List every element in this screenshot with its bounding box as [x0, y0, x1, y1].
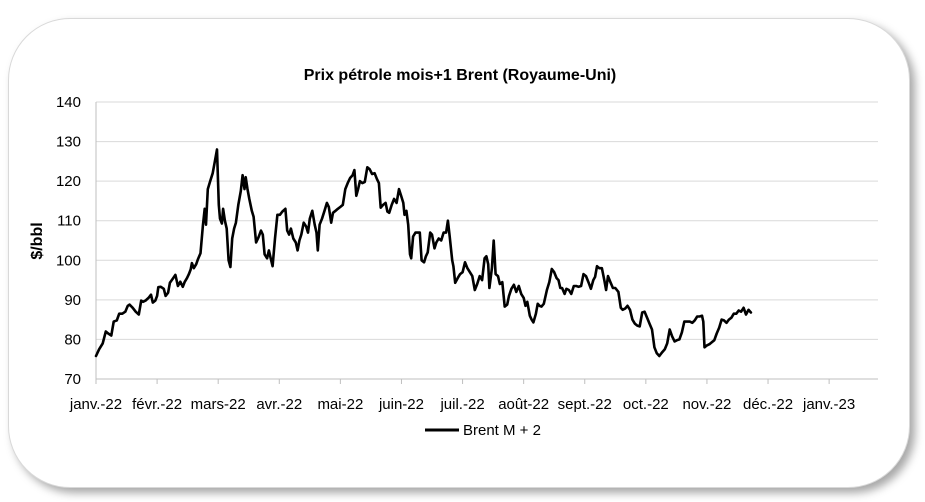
chart-card [8, 18, 910, 488]
y-tick-label: 140 [56, 94, 81, 111]
series-group [94, 148, 753, 358]
chart-title: Prix pétrole mois+1 Brent (Royaume-Uni) [304, 67, 617, 84]
series-line-brent-m2 [94, 148, 753, 358]
x-tick-label: août-22 [498, 396, 549, 413]
x-tick-label: févr.-22 [132, 396, 182, 413]
x-tick-label: déc.-22 [743, 396, 793, 413]
axes [95, 102, 878, 380]
y-axis-label: $/bbl [29, 222, 46, 259]
y-tick-label: 120 [56, 173, 81, 190]
y-tick-label: 100 [56, 252, 81, 269]
gridlines [96, 101, 878, 340]
y-axis-ticks: 70 80 90 100 110 120 130 140 [56, 94, 81, 388]
x-tick-label: mars-22 [191, 396, 246, 413]
y-tick-label: 90 [64, 292, 81, 309]
x-tick-label: sept.-22 [558, 396, 612, 413]
x-tick-label: mai-22 [317, 396, 363, 413]
x-tick-label: janv.-23 [802, 396, 855, 413]
x-axis-ticks: janv.-22 févr.-22 mars-22 avr.-22 mai-22 juin… [69, 379, 855, 413]
y-tick-label: 110 [57, 213, 81, 230]
x-tick-label: oct.-22 [623, 396, 669, 413]
legend: Brent M + 2 [425, 422, 541, 439]
legend-label: Brent M + 2 [463, 422, 541, 439]
x-tick-label: nov.-22 [682, 396, 731, 413]
y-tick-label: 130 [56, 134, 81, 151]
y-tick-label: 70 [64, 371, 81, 388]
y-tick-label: 80 [64, 331, 81, 348]
x-tick-label: juil.-22 [439, 396, 484, 413]
x-tick-label: avr.-22 [256, 396, 302, 413]
x-tick-label: janv.-22 [69, 396, 122, 413]
x-tick-label: juin-22 [378, 396, 424, 413]
